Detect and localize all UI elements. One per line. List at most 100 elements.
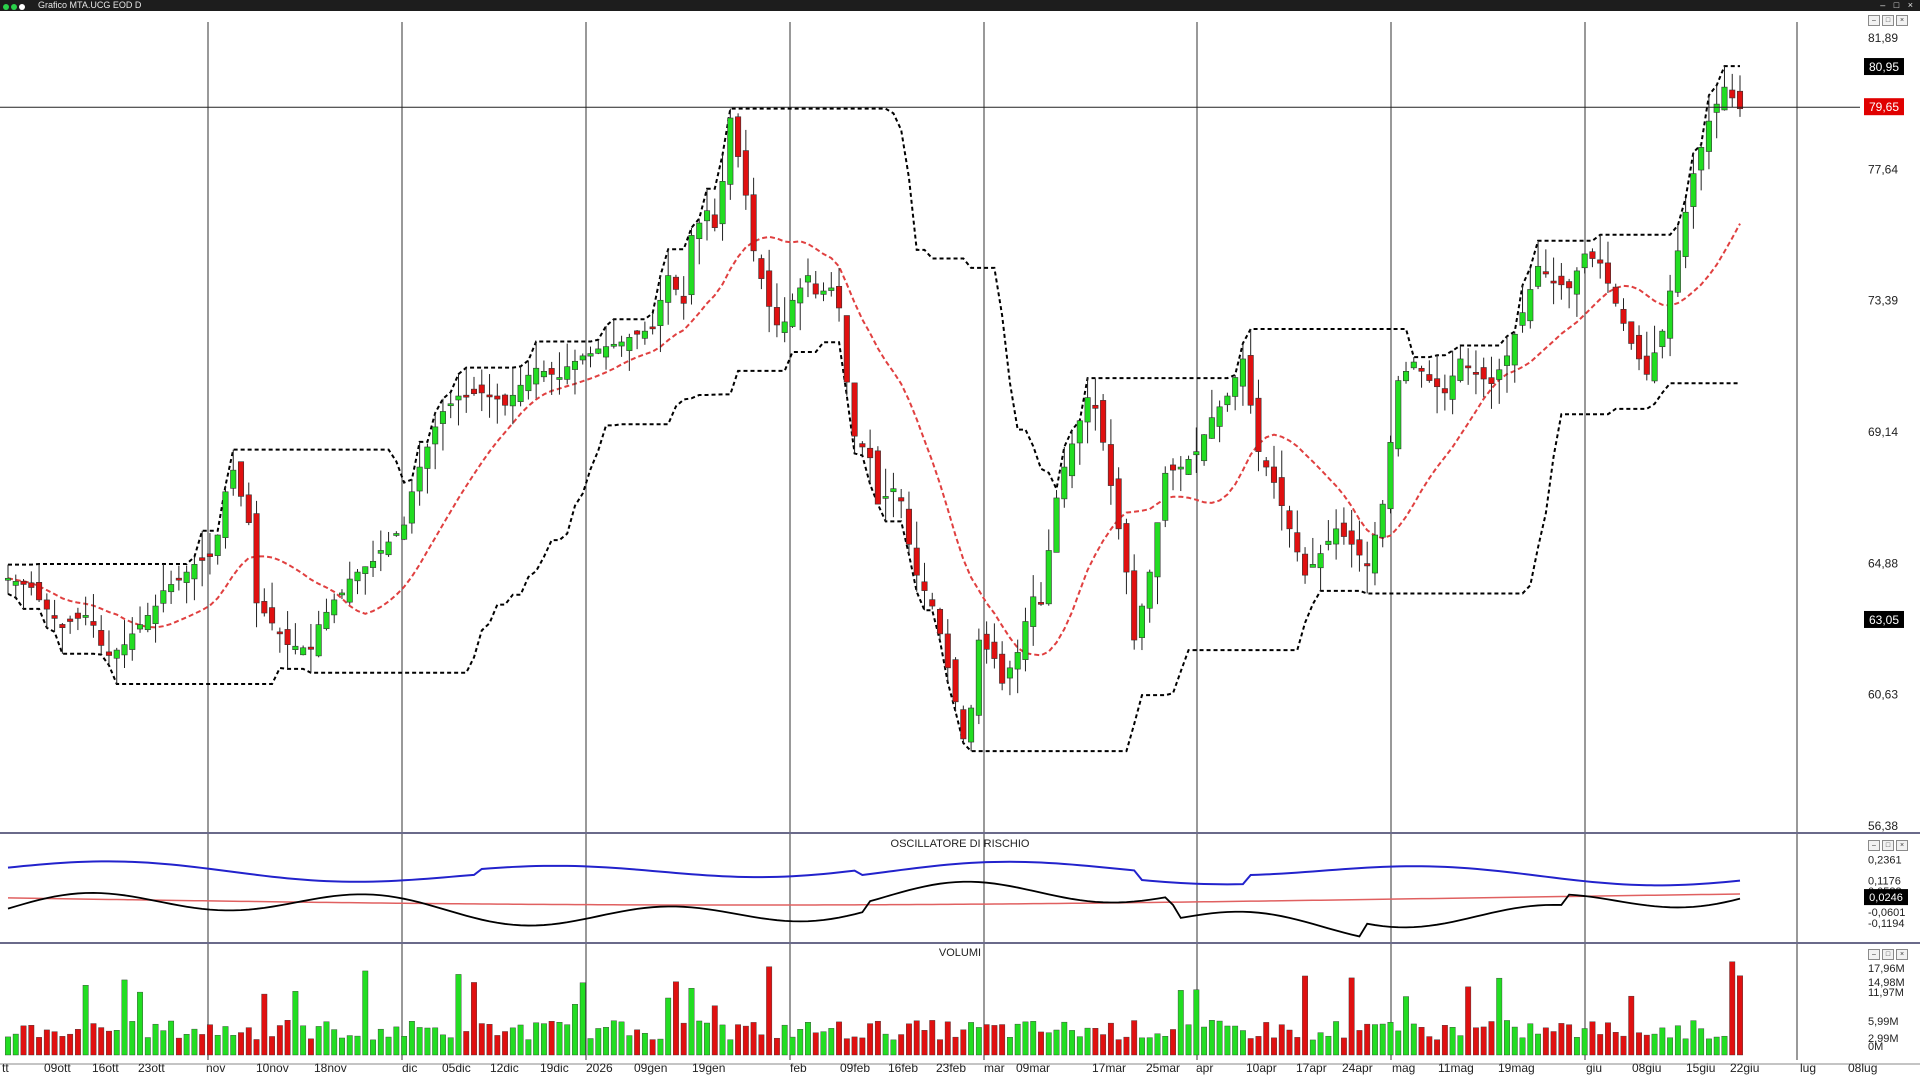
time-axis-label: 19gen (692, 1061, 725, 1075)
osc-panel-minimize-button[interactable]: – (1868, 840, 1880, 851)
candle-body (1379, 503, 1386, 538)
window-controls[interactable]: – □ × (1880, 0, 1916, 11)
candle-body (1263, 460, 1270, 468)
volume-bar (968, 1022, 975, 1056)
time-axis-label: 17mar (1092, 1061, 1126, 1075)
volume-bar (641, 1032, 648, 1056)
channel-upper (8, 65, 1740, 566)
price-panel-maximize-button[interactable]: □ (1882, 15, 1894, 26)
candle-body (1659, 330, 1666, 348)
volume-bar (859, 1037, 866, 1056)
price-panel-close-button[interactable]: × (1896, 15, 1908, 26)
candle-body (556, 377, 563, 380)
close-button[interactable]: × (1907, 0, 1916, 10)
volume-tick-label: 5,99M (1868, 1016, 1899, 1028)
time-axis-label: 22giu (1730, 1061, 1759, 1075)
candle-body (1667, 290, 1674, 339)
vol-panel-minimize-button[interactable]: – (1868, 949, 1880, 960)
volume-bar (680, 1022, 687, 1056)
volume-bar (385, 1036, 392, 1056)
time-axis-label: dic (402, 1061, 417, 1075)
time-axis-label: mag (1392, 1061, 1415, 1075)
maximize-button[interactable]: □ (1893, 0, 1903, 10)
candle-body (1131, 570, 1138, 641)
vol-panel-close-button[interactable]: × (1896, 949, 1908, 960)
candle-body (828, 287, 835, 291)
volume-bar (424, 1027, 431, 1056)
volume-bar (432, 1027, 439, 1056)
candle-body (991, 641, 998, 659)
candle-body (1123, 523, 1130, 573)
candle-body (766, 270, 773, 307)
candle-body (1488, 377, 1495, 384)
price-panel-minimize-button[interactable]: – (1868, 15, 1880, 26)
candle-body (408, 491, 415, 524)
minimize-button[interactable]: – (1880, 0, 1889, 10)
candle-body (331, 599, 338, 616)
volume-bar (665, 997, 672, 1056)
candle-body (975, 639, 982, 716)
candle-body (1201, 434, 1208, 462)
volume-bar (12, 1033, 19, 1056)
candle-body (1286, 510, 1293, 530)
volume-bar (1007, 1037, 1013, 1056)
candle-body (1069, 443, 1076, 477)
candle-body (300, 647, 307, 656)
candle-body (1519, 312, 1526, 326)
volume-bar (98, 1027, 105, 1056)
candle-body (1356, 539, 1363, 556)
volume-bar (183, 1034, 190, 1056)
volume-bar (152, 1023, 159, 1056)
candle-body (276, 631, 283, 635)
volume-bar (238, 1032, 244, 1056)
candle-body (1146, 571, 1153, 609)
oscillator-badge (1864, 889, 1908, 906)
volume-bar (960, 1029, 967, 1056)
candle-body (1177, 466, 1184, 470)
candle-body (1014, 652, 1021, 670)
volume-bar (1030, 1021, 1037, 1056)
volume-bar (1131, 1020, 1138, 1056)
volume-bar (393, 1026, 400, 1056)
candle-body (1573, 270, 1580, 295)
candle-body (447, 403, 454, 407)
candle-body (1604, 262, 1611, 284)
candle-body (152, 605, 159, 625)
candle-body (564, 366, 571, 380)
candle-body (859, 443, 866, 448)
candle-body (20, 580, 27, 585)
volume-bar (603, 1027, 609, 1056)
volume-bar (168, 1020, 175, 1056)
moving-average (7, 223, 1741, 657)
osc-panel-maximize-button[interactable]: □ (1882, 840, 1894, 851)
candle-body (1100, 400, 1107, 443)
moving-average-line (7, 223, 1741, 657)
candle-body (183, 571, 190, 583)
candle-body (1061, 466, 1068, 500)
volume-bar (525, 1039, 532, 1056)
volume-bar (1511, 1026, 1518, 1056)
volume-bar (704, 1022, 710, 1056)
time-axis-label: 12dic (490, 1061, 519, 1075)
volume-bar (1410, 1023, 1417, 1056)
volume-bar (214, 1034, 221, 1056)
window-title: Grafico MTA.UCG EOD D (38, 0, 142, 10)
volume-bar (502, 1031, 508, 1056)
time-axis-label: 15giu (1686, 1061, 1715, 1075)
volume-bar (276, 1025, 283, 1056)
candle-body (28, 582, 35, 588)
candle-body (952, 659, 959, 703)
volume-bar (1457, 1035, 1464, 1056)
volume-bar (1573, 1037, 1580, 1056)
candle-body (1170, 464, 1177, 471)
oscillator-tick-label: -0,1194 (1868, 918, 1905, 930)
vol-panel-maximize-button[interactable]: □ (1882, 949, 1894, 960)
price-tick-label: 69,14 (1868, 425, 1898, 439)
volume-bar (1682, 1038, 1689, 1056)
candle-body (237, 461, 245, 497)
osc-panel-close-button[interactable]: × (1896, 840, 1908, 851)
volume-bar (1216, 1020, 1223, 1056)
volume-bar (1162, 1036, 1169, 1056)
